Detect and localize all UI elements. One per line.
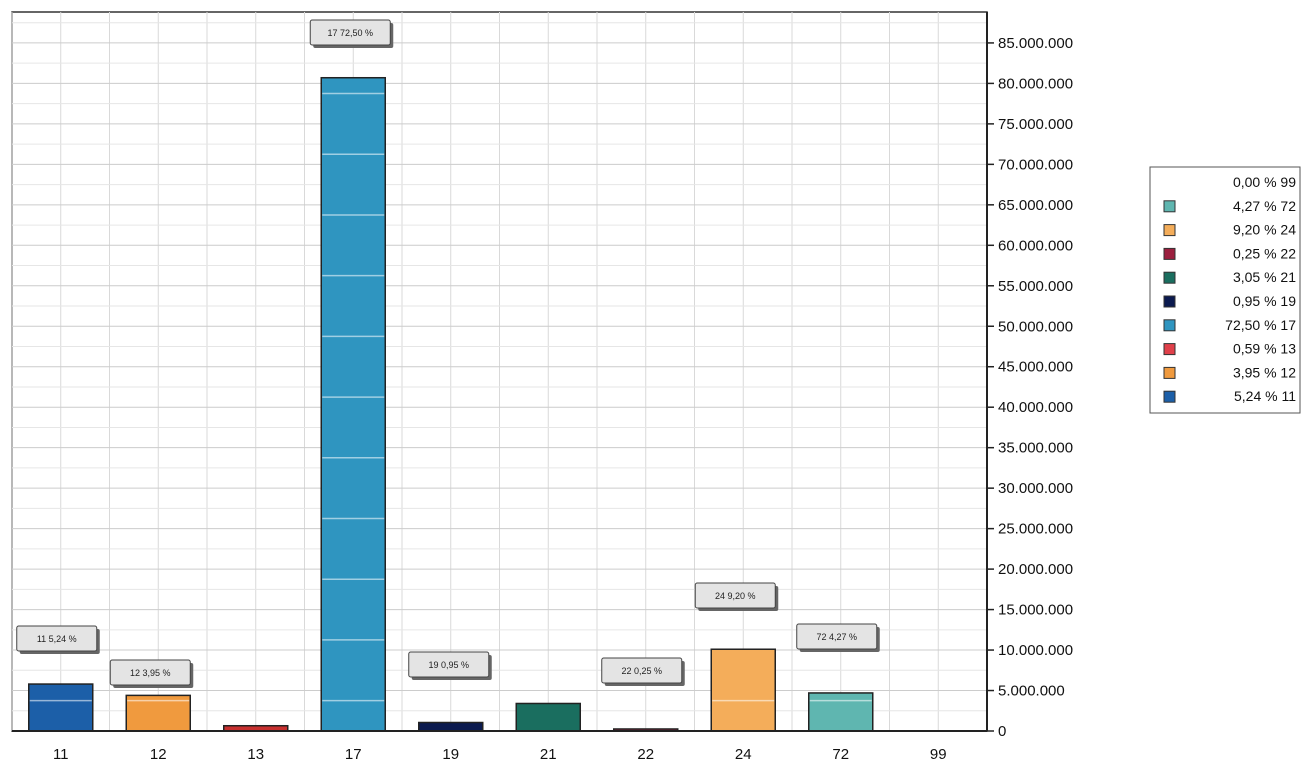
bar (320, 76, 386, 732)
x-axis: 11 12 13 17 19 21 22 24 72 99 (12, 730, 987, 763)
data-label-box (309, 19, 391, 46)
legend-swatch (1163, 343, 1176, 356)
legend-swatch (1163, 271, 1176, 284)
y-tick-label: 30.000.000 (998, 480, 1073, 497)
x-tick-label: 21 (540, 746, 557, 763)
data-label: 72 4,27 % (816, 632, 857, 642)
bar (28, 683, 94, 732)
bar (710, 648, 776, 732)
y-tick-label: 45.000.000 (998, 359, 1073, 376)
data-label-box (16, 625, 98, 652)
y-tick-label: 80.000.000 (998, 75, 1073, 92)
legend-label: 4,27 % 72 (1233, 198, 1296, 214)
x-tick-label: 13 (247, 746, 264, 763)
legend-label: 0,25 % 22 (1233, 245, 1296, 261)
legend-swatch (1163, 366, 1176, 379)
x-tick-label: 19 (442, 746, 459, 763)
grid-layer (11, 11, 988, 732)
y-tick-label: 70.000.000 (998, 156, 1073, 173)
x-tick-label: 17 (345, 746, 362, 763)
legend-label: 0,00 % 99 (1233, 174, 1296, 190)
data-label-box (109, 659, 191, 686)
legend-label: 0,95 % 19 (1233, 293, 1296, 309)
data-label-box (408, 651, 490, 678)
y-axis: 0 5.000.000 10.000.000 15.000.000 20.000.000… (986, 12, 1073, 740)
y-tick-label: 35.000.000 (998, 440, 1073, 457)
legend-label: 5,24 % 11 (1234, 388, 1296, 404)
bar (808, 692, 874, 732)
y-tick-label: 65.000.000 (998, 197, 1073, 214)
data-label: 22 0,25 % (621, 666, 662, 676)
bar (418, 721, 484, 732)
y-tick-label: 55.000.000 (998, 278, 1073, 295)
x-tick-label: 11 (53, 746, 69, 763)
legend: 0,00 % 99 4,27 % 72 9,20 % 24 0,25 % 22 3,05… (1149, 166, 1301, 414)
y-tick-label: 0 (998, 723, 1006, 740)
data-label: 24 9,20 % (715, 591, 756, 601)
x-tick-label: 72 (832, 746, 849, 763)
legend-swatch (1163, 390, 1176, 403)
y-tick-label: 15.000.000 (998, 602, 1073, 619)
x-tick-label: 22 (637, 746, 654, 763)
data-label: 12 3,95 % (130, 668, 171, 678)
legend-label: 3,05 % 21 (1233, 269, 1296, 285)
bars-layer (28, 76, 874, 732)
y-tick-label: 75.000.000 (998, 116, 1073, 133)
y-tick-label: 5.000.000 (998, 683, 1065, 700)
y-tick-label: 25.000.000 (998, 521, 1073, 538)
legend-label: 72,50 % 17 (1225, 317, 1296, 333)
legend-label: 9,20 % 24 (1233, 222, 1296, 238)
data-labels-layer: 11 5,24 % 12 3,95 % 17 72,50 % 19 0,95 % 22 … (16, 19, 880, 688)
data-label: 19 0,95 % (428, 660, 469, 670)
x-tick-label: 99 (930, 746, 947, 763)
data-label: 11 5,24 % (37, 634, 77, 644)
y-tick-label: 60.000.000 (998, 237, 1073, 254)
y-tick-label: 40.000.000 (998, 399, 1073, 416)
legend-swatch (1163, 224, 1176, 237)
y-tick-label: 20.000.000 (998, 561, 1073, 578)
bar (515, 702, 581, 732)
data-label-box (694, 582, 776, 609)
x-tick-label: 12 (150, 746, 167, 763)
data-label: 17 72,50 % (327, 28, 373, 38)
data-label-box (796, 623, 878, 650)
y-tick-label: 10.000.000 (998, 642, 1073, 659)
legend-swatch (1163, 247, 1176, 260)
x-tick-label: 24 (735, 746, 752, 763)
legend-swatch (1163, 200, 1176, 213)
legend-label: 3,95 % 12 (1233, 364, 1296, 380)
y-tick-label: 50.000.000 (998, 318, 1073, 335)
data-label-box (601, 657, 683, 684)
legend-swatch (1163, 319, 1176, 332)
legend-label: 0,59 % 13 (1233, 341, 1296, 357)
legend-swatch (1163, 295, 1176, 308)
y-tick-label: 85.000.000 (998, 35, 1073, 52)
